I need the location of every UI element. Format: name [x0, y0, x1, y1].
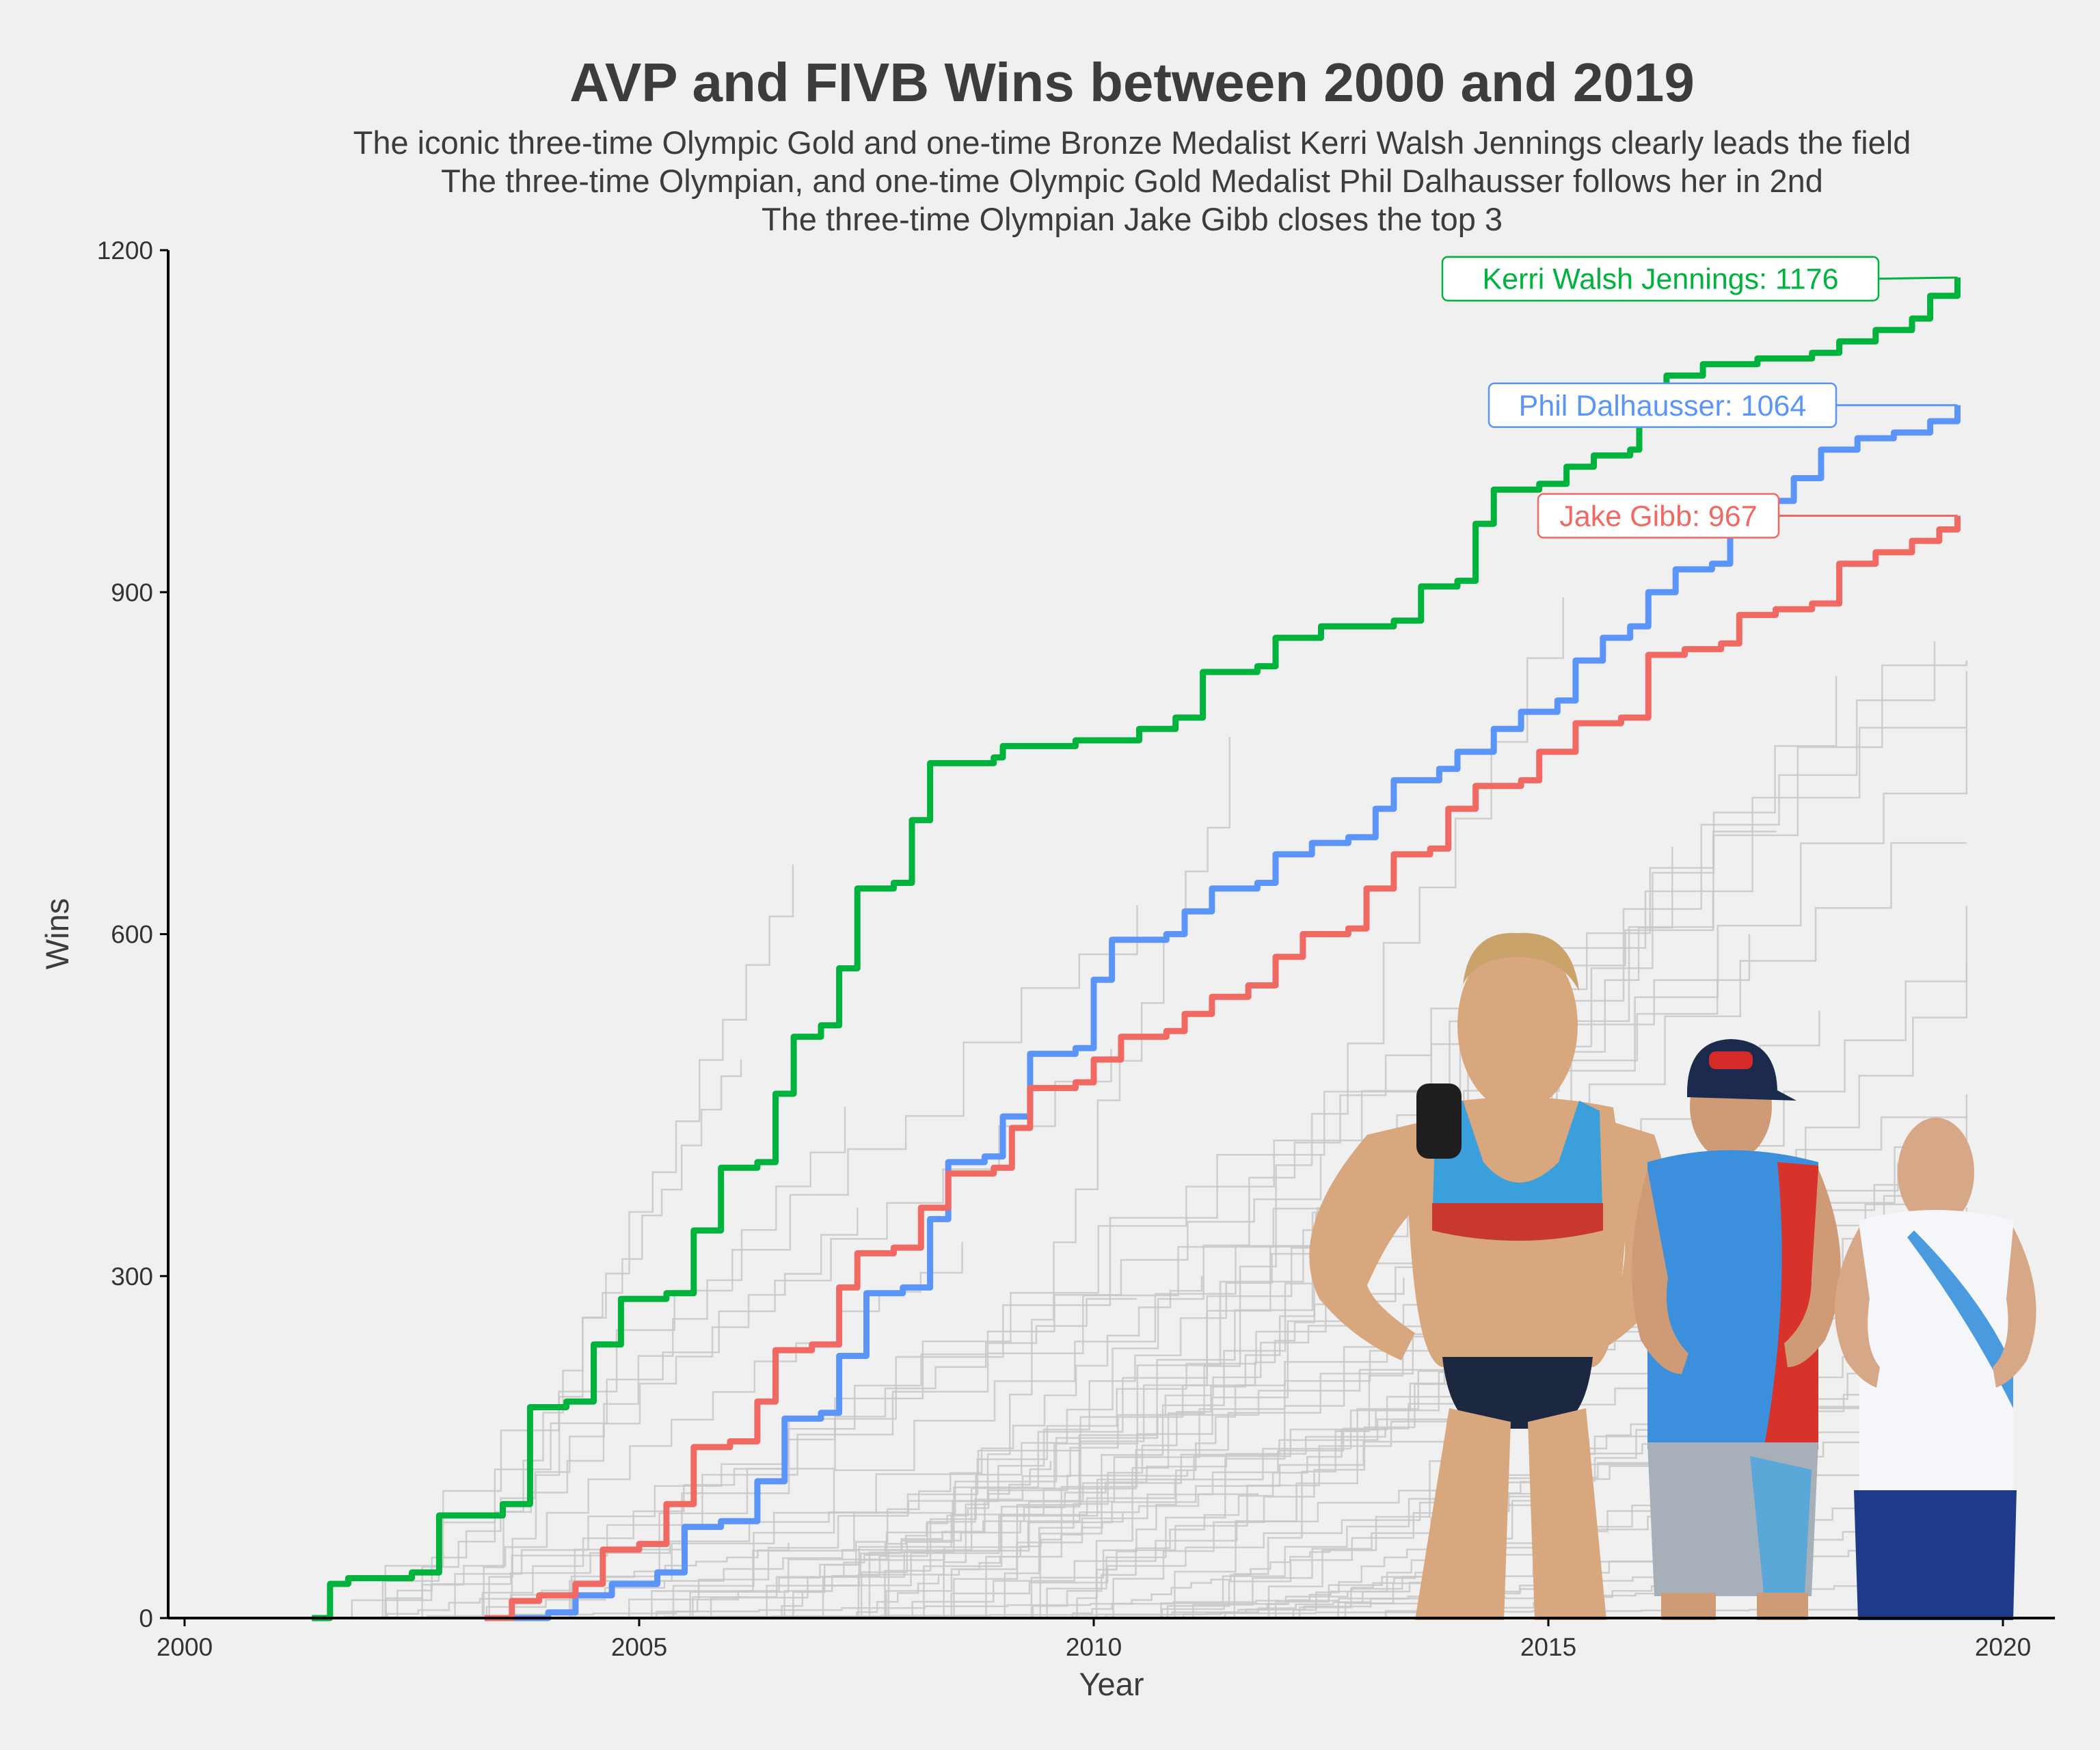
x-tick-label: 2005 — [611, 1633, 667, 1661]
callout-label: Kerri Walsh Jennings: 1176 — [1482, 263, 1838, 296]
callout-box — [1537, 493, 1780, 539]
callout-group: Kerri Walsh Jennings: 1176 Phil Dalhausse… — [1441, 256, 1958, 539]
background-series-line — [1060, 597, 1564, 1619]
background-series-line — [349, 1207, 859, 1619]
background-series-line — [272, 1427, 1386, 1619]
background-series-line — [1052, 1549, 1331, 1619]
background-series-line — [1057, 1284, 1336, 1619]
background-series-line — [447, 1608, 1968, 1619]
x-tick-label: 2020 — [1975, 1633, 2031, 1661]
athlete-photos — [1309, 932, 2036, 1620]
callout-label: Jake Gibb: 967 — [1559, 500, 1757, 533]
callout-label: Phil Dalhausser: 1064 — [1519, 390, 1807, 422]
series-line-jake-gibb — [484, 515, 1961, 1621]
chart-subtitle-line-2: The three-time Olympian, and one-time Ol… — [441, 163, 1823, 199]
background-series-line — [761, 1461, 1052, 1619]
y-tick-label: 900 — [111, 578, 153, 606]
background-series-line — [559, 1219, 1536, 1619]
series-line-phil-dalhausser — [511, 405, 1961, 1621]
y-tick-label: 0 — [139, 1604, 153, 1632]
background-series-line — [463, 1059, 742, 1619]
athlete-photo-gibb — [1632, 1039, 1841, 1620]
callout-box — [1488, 382, 1838, 429]
athlete-photo-dalhausser — [1835, 1118, 2036, 1620]
background-series-line — [468, 671, 1968, 1619]
background-series-line — [736, 1277, 1405, 1619]
x-tick-labels: 2000 2005 2010 2015 2020 — [157, 1618, 2031, 1661]
background-series-line — [615, 1470, 1189, 1619]
y-tick-labels: 0 300 600 900 1200 — [97, 237, 168, 1632]
chart-title: AVP and FIVB Wins between 2000 and 2019 — [569, 52, 1695, 113]
x-axis-title: Year — [1079, 1666, 1144, 1702]
y-tick-label: 600 — [111, 921, 153, 949]
callout-box — [1441, 256, 1880, 301]
background-series-line — [593, 980, 1719, 1619]
x-tick-label: 2000 — [157, 1633, 213, 1661]
x-tick-label: 2010 — [1066, 1633, 1122, 1661]
callout-connector — [1878, 276, 1958, 280]
y-tick-label: 300 — [111, 1263, 153, 1291]
y-axis-title: Wins — [39, 898, 75, 969]
background-series-line — [388, 1154, 1322, 1619]
background-series-line — [363, 1107, 846, 1619]
background-series-line — [427, 1492, 1258, 1619]
background-series-line — [998, 1344, 1480, 1619]
background-series-line — [836, 1513, 1124, 1619]
y-tick-label: 1200 — [97, 237, 153, 265]
chart-subtitle-line-3: The three-time Olympian Jake Gibb closes… — [762, 201, 1503, 237]
x-tick-label: 2015 — [1520, 1633, 1576, 1661]
background-series-line — [327, 905, 1138, 1619]
background-series-line — [839, 976, 1478, 1619]
background-series-line — [380, 1241, 963, 1619]
background-series-line — [466, 864, 794, 1619]
athlete-photo-kerri — [1309, 932, 1669, 1620]
chart-subtitle-line-1: The iconic three-time Olympic Gold and o… — [353, 124, 1911, 161]
